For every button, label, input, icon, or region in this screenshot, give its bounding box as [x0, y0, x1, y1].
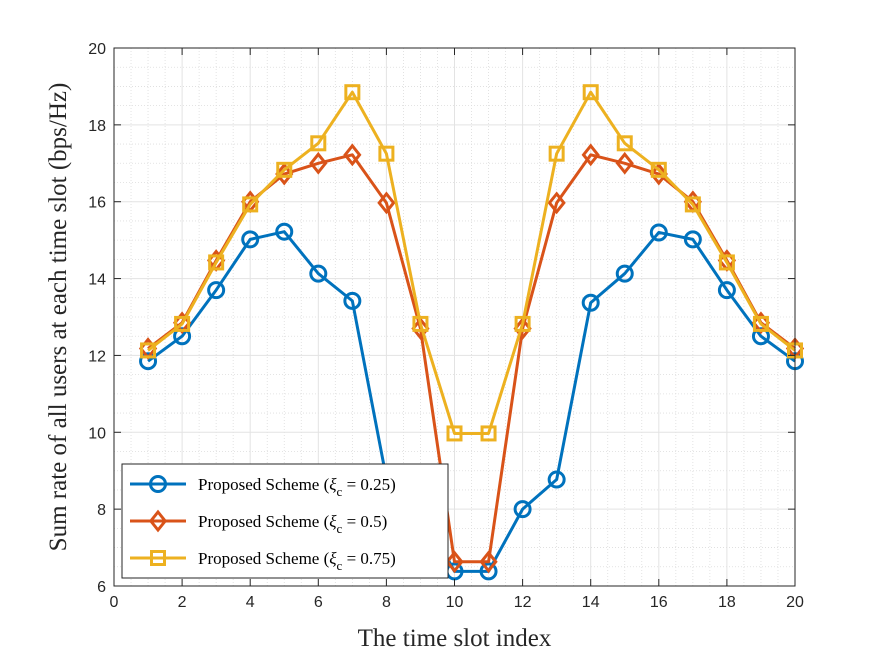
- data-point: [718, 254, 735, 271]
- legend-label-prefix: Proposed Scheme (: [198, 475, 330, 494]
- data-point: [139, 352, 158, 371]
- legend-label-symbol: ξ: [329, 512, 337, 531]
- x-tick-label: 4: [246, 594, 255, 611]
- x-tick-label: 6: [314, 594, 323, 611]
- data-point: [446, 425, 463, 442]
- data-point: [276, 161, 293, 178]
- data-point: [173, 327, 192, 346]
- y-tick-label: 18: [88, 118, 106, 135]
- data-point: [140, 342, 157, 359]
- y-tick-label: 8: [97, 502, 106, 519]
- legend-item: Proposed Scheme (ξc = 0.25): [130, 475, 396, 499]
- legend-label: Proposed Scheme (ξc = 0.75): [198, 549, 396, 573]
- data-point: [174, 315, 191, 332]
- data-point: [514, 315, 531, 332]
- data-point: [343, 143, 362, 167]
- series-3: [140, 84, 803, 442]
- legend-label-symbol: ξ: [329, 549, 337, 568]
- data-point: [616, 135, 633, 152]
- legend-marker: [150, 550, 166, 566]
- data-point: [683, 230, 702, 249]
- data-point: [208, 254, 225, 271]
- legend-label-suffix: = 0.5): [342, 512, 387, 531]
- data-point: [377, 191, 396, 215]
- data-point: [547, 191, 566, 215]
- data-point: [480, 425, 497, 442]
- y-tick-label: 12: [88, 348, 106, 365]
- legend-label-suffix: = 0.75): [342, 549, 396, 568]
- data-point: [581, 293, 600, 312]
- x-tick-label: 16: [650, 594, 668, 611]
- x-tick-label: 10: [446, 594, 464, 611]
- data-point: [649, 223, 668, 242]
- data-point: [445, 550, 464, 574]
- data-point: [650, 161, 667, 178]
- data-point: [309, 151, 328, 175]
- data-point: [309, 264, 328, 283]
- legend-label-prefix: Proposed Scheme (: [198, 549, 330, 568]
- data-point: [513, 317, 532, 340]
- data-point: [378, 145, 395, 162]
- legend-label-subscript: c: [337, 484, 343, 499]
- data-point: [275, 162, 294, 186]
- data-point: [479, 562, 498, 581]
- x-tick-label: 0: [110, 594, 119, 611]
- data-point: [615, 264, 634, 283]
- y-tick-label: 16: [88, 195, 106, 212]
- data-point: [343, 291, 362, 310]
- data-point: [717, 281, 736, 300]
- legend-marker: [149, 475, 167, 493]
- minor-grid: [114, 48, 795, 586]
- data-point: [684, 196, 701, 213]
- x-tick-label: 12: [514, 594, 532, 611]
- data-point: [752, 315, 769, 332]
- data-point: [581, 143, 600, 167]
- data-point: [548, 145, 565, 162]
- legend-marker: [148, 509, 168, 533]
- data-point: [615, 151, 634, 175]
- y-tick-label: 20: [88, 41, 106, 58]
- legend-label-prefix: Proposed Scheme (: [198, 512, 330, 531]
- y-tick-label: 10: [88, 425, 106, 442]
- data-point: [207, 281, 226, 300]
- data-point: [275, 222, 294, 241]
- data-point: [344, 84, 361, 101]
- data-point: [241, 230, 260, 249]
- y-tick-label: 14: [88, 272, 106, 289]
- x-tick-label: 14: [582, 594, 600, 611]
- y-tick-label: 6: [97, 579, 106, 596]
- data-point: [751, 327, 770, 346]
- x-tick-label: 20: [786, 594, 804, 611]
- legend-label-suffix: = 0.25): [342, 475, 396, 494]
- data-point: [479, 550, 498, 574]
- y-axis-label: Sum rate of all users at each time slot …: [45, 83, 72, 552]
- legend-label: Proposed Scheme (ξc = 0.25): [198, 475, 396, 499]
- x-axis-label: The time slot index: [358, 625, 552, 652]
- legend-label-subscript: c: [337, 521, 343, 536]
- axis-ticks: 0 2 4 6 8 10 12 14 16 18 20 6 8 10 12 14 16 18 20: [88, 41, 804, 611]
- legend-item: Proposed Scheme (ξc = 0.5): [130, 509, 387, 536]
- data-point: [310, 135, 327, 152]
- legend-item: Proposed Scheme (ξc = 0.75): [130, 549, 396, 573]
- x-tick-label: 8: [382, 594, 391, 611]
- legend-label-subscript: c: [337, 558, 343, 573]
- legend-label-symbol: ξ: [329, 475, 337, 494]
- data-point: [582, 84, 599, 101]
- series-line: [147, 90, 796, 435]
- x-tick-label: 18: [718, 594, 736, 611]
- legend: Proposed Scheme (ξc = 0.25)Proposed Sche…: [121, 463, 449, 579]
- legend-label: Proposed Scheme (ξc = 0.5): [198, 512, 387, 536]
- series-line: [147, 230, 796, 573]
- data-point: [242, 196, 259, 213]
- data-point: [547, 470, 566, 489]
- data-point: [412, 315, 429, 332]
- x-tick-label: 2: [178, 594, 187, 611]
- data-point: [513, 500, 532, 519]
- data-point: [411, 317, 430, 340]
- data-point: [649, 162, 668, 186]
